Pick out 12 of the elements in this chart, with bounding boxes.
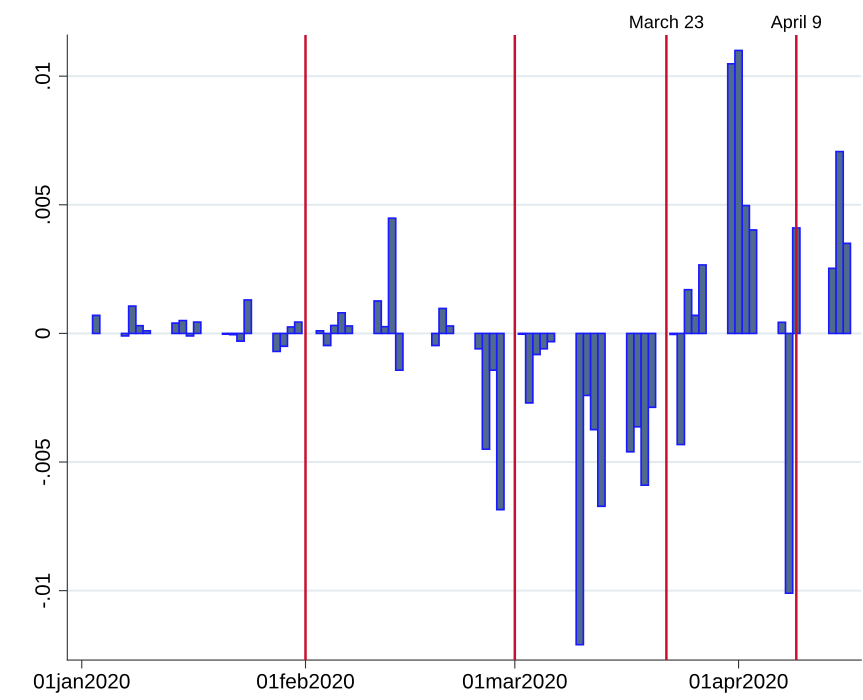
y-tick-label: 0 (35, 328, 50, 338)
x-tick-label: 01mar2020 (462, 674, 567, 689)
x-tick-label: 01apr2020 (690, 674, 788, 693)
y-tick-label: .01 (35, 62, 50, 89)
y-tick-label: -.005 (35, 439, 50, 485)
ref-line-label: March 23 (630, 15, 704, 28)
x-tick-label: 01jan2020 (34, 673, 130, 693)
x-tick-label: 01feb2020 (257, 673, 354, 689)
y-tick-label: .005 (35, 185, 50, 224)
ref-line-label: April 9 (770, 15, 822, 32)
bar (92, 314, 101, 334)
y-tick-label: -.01 (35, 574, 50, 608)
